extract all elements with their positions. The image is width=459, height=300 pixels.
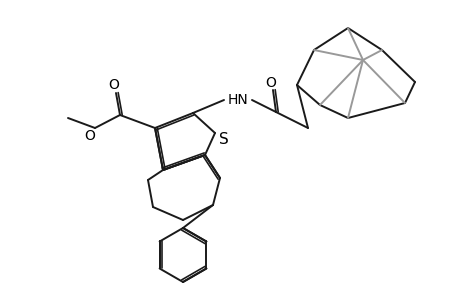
Text: O: O xyxy=(265,76,276,90)
Text: HN: HN xyxy=(227,93,248,107)
Text: O: O xyxy=(84,129,95,143)
Text: S: S xyxy=(218,133,229,148)
Text: O: O xyxy=(108,78,119,92)
